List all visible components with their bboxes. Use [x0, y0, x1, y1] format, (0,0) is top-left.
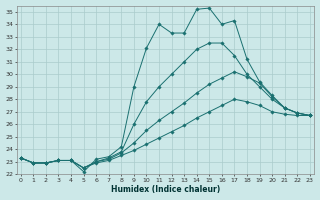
X-axis label: Humidex (Indice chaleur): Humidex (Indice chaleur): [111, 185, 220, 194]
